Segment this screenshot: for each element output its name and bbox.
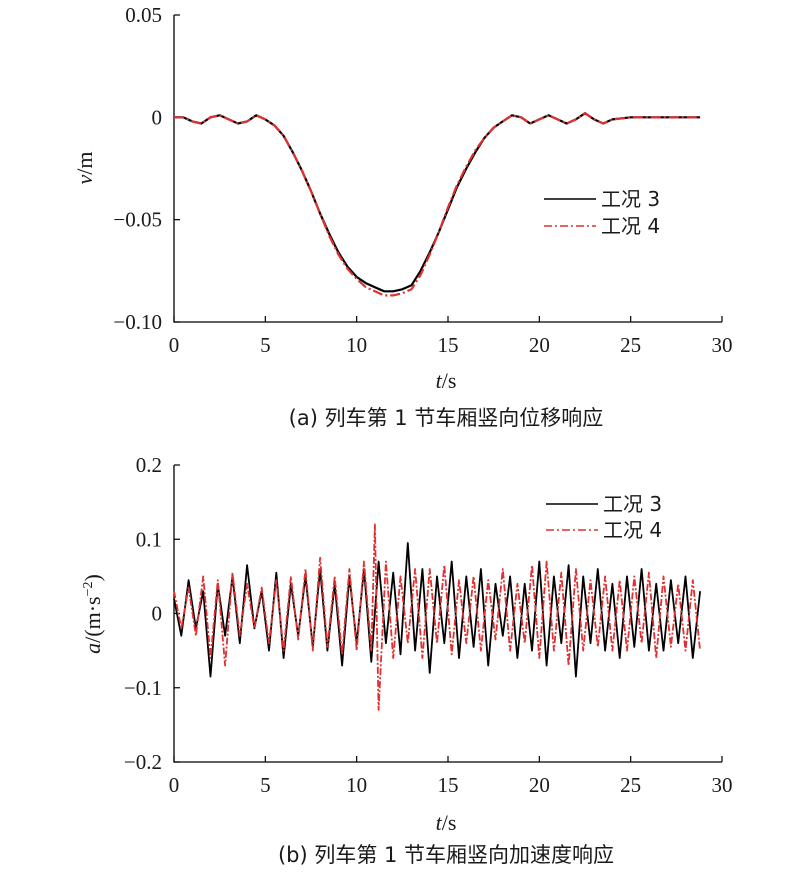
chart-b-xlabel: t/s xyxy=(436,810,457,835)
chart-a-ytick-label: −0.05 xyxy=(113,208,162,232)
chart-b-acceleration: 0 5 10 15 20 25 30 0.2 0.1 0 −0.1 −0.2 a/(m·s−2) t/… xyxy=(80,453,733,867)
chart-b-xtick-label: 30 xyxy=(712,773,733,797)
chart-b-ticks: 0 5 10 15 20 25 30 0.2 0.1 0 −0.1 −0.2 xyxy=(124,453,733,797)
chart-a-caption: (a) 列车第 1 节车厢竖向位移响应 xyxy=(289,406,604,430)
chart-b-xtick-label: 5 xyxy=(260,773,271,797)
chart-a-series-1-line xyxy=(174,112,701,293)
chart-a-ticks: 0 5 10 15 20 25 30 0.05 0 −0.05 −0.10 xyxy=(113,3,732,357)
chart-a-xtick-label: 25 xyxy=(620,333,641,357)
chart-b-series-1-line xyxy=(173,542,701,678)
chart-a-ylabel: v/m xyxy=(72,152,97,185)
chart-b-legend-label-1: 工况 3 xyxy=(603,492,662,516)
chart-b-series-group xyxy=(173,523,701,711)
chart-a-xtick-label: 0 xyxy=(169,333,180,357)
chart-a-ytick-label: −0.10 xyxy=(113,310,162,334)
chart-a-axes xyxy=(173,15,722,323)
chart-b-xtick-label: 0 xyxy=(169,773,180,797)
chart-b-ytick-label: 0.1 xyxy=(136,527,162,551)
chart-a-series-group xyxy=(174,112,701,297)
chart-b-xtick-label: 20 xyxy=(529,773,550,797)
chart-a-legend-label-1: 工况 3 xyxy=(601,187,660,211)
chart-a-xtick-label: 10 xyxy=(346,333,367,357)
chart-b-series-2-line xyxy=(173,523,701,711)
chart-a-displacement: 0 5 10 15 20 25 30 0.05 0 −0.05 −0.10 v/m t/s 工况 3… xyxy=(72,3,733,430)
chart-a-xtick-label: 5 xyxy=(260,333,271,357)
chart-b-xtick-label: 15 xyxy=(438,773,459,797)
chart-a-legend: 工况 3 工况 4 xyxy=(544,187,660,238)
chart-a-ytick-label: 0 xyxy=(152,105,163,129)
chart-a-ytick-label: 0.05 xyxy=(125,3,162,27)
chart-b-ytick-label: −0.1 xyxy=(124,676,162,700)
chart-b-ylabel: a/(m·s−2) xyxy=(80,574,105,654)
chart-a-xtick-label: 15 xyxy=(438,333,459,357)
chart-b-legend-label-2: 工况 4 xyxy=(603,518,662,542)
chart-b-xtick-label: 10 xyxy=(346,773,367,797)
chart-b-ytick-label: 0.2 xyxy=(136,453,162,477)
chart-a-xtick-label: 30 xyxy=(712,333,733,357)
chart-b-xtick-label: 25 xyxy=(620,773,641,797)
chart-a-legend-label-2: 工况 4 xyxy=(601,214,660,238)
chart-b-caption: (b) 列车第 1 节车厢竖向加速度响应 xyxy=(278,843,614,867)
chart-a-xtick-label: 20 xyxy=(529,333,550,357)
chart-b-ytick-label: −0.2 xyxy=(124,750,162,774)
chart-b-legend: 工况 3 工况 4 xyxy=(546,492,662,542)
chart-b-ytick-label: 0 xyxy=(152,602,163,626)
chart-a-xlabel: t/s xyxy=(436,368,457,393)
